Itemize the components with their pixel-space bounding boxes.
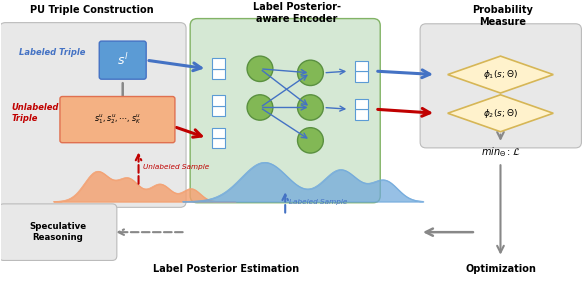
Polygon shape [447, 95, 553, 132]
FancyBboxPatch shape [60, 97, 175, 143]
FancyBboxPatch shape [420, 24, 582, 148]
Text: Speculative
Reasoning: Speculative Reasoning [29, 222, 86, 242]
Bar [212, 128, 225, 138]
Text: $\phi_1(s;\Theta)$: $\phi_1(s;\Theta)$ [483, 68, 518, 81]
Circle shape [298, 95, 323, 120]
Text: Label Posterior Estimation: Label Posterior Estimation [153, 264, 300, 274]
Bar [355, 109, 368, 119]
Text: Label Posterior-
aware Encoder: Label Posterior- aware Encoder [253, 2, 341, 24]
Text: Unlabeled Sample: Unlabeled Sample [143, 164, 209, 170]
Text: Unlabeled
Triple: Unlabeled Triple [11, 103, 59, 123]
Bar [212, 95, 225, 106]
FancyBboxPatch shape [99, 41, 146, 79]
Bar [355, 61, 368, 71]
Bar [212, 138, 225, 148]
Text: $\phi_2(s;\Theta)$: $\phi_2(s;\Theta)$ [483, 107, 518, 120]
Circle shape [247, 56, 273, 81]
Circle shape [298, 60, 323, 86]
Bar [212, 58, 225, 69]
Circle shape [298, 128, 323, 153]
Bar [355, 99, 368, 109]
Text: Labeled Sample: Labeled Sample [289, 199, 348, 204]
Text: $min_{\Theta}: \mathcal{L}$: $min_{\Theta}: \mathcal{L}$ [481, 145, 520, 159]
Text: PU Triple Construction: PU Triple Construction [30, 5, 153, 15]
Bar [212, 69, 225, 79]
FancyBboxPatch shape [190, 19, 380, 203]
FancyBboxPatch shape [0, 204, 117, 260]
FancyBboxPatch shape [0, 23, 186, 207]
Text: $s_1^u, s_2^u, \cdots, s_K^u$: $s_1^u, s_2^u, \cdots, s_K^u$ [94, 113, 141, 126]
Text: Optimization: Optimization [465, 264, 536, 274]
Bar [212, 106, 225, 116]
Text: $s^l$: $s^l$ [117, 52, 128, 68]
Bar [355, 71, 368, 81]
Polygon shape [447, 56, 553, 93]
Text: Labeled Triple: Labeled Triple [19, 48, 86, 57]
Circle shape [247, 95, 273, 120]
Text: Probability
Measure: Probability Measure [472, 5, 533, 27]
